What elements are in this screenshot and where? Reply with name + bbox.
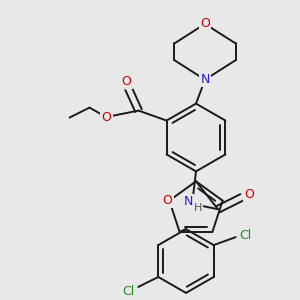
Text: H: H <box>194 203 202 213</box>
Text: O: O <box>244 188 254 201</box>
Text: N: N <box>200 73 210 86</box>
Text: N: N <box>183 195 193 208</box>
Text: O: O <box>200 17 210 30</box>
Text: Cl: Cl <box>122 285 134 298</box>
Text: O: O <box>102 111 112 124</box>
Text: O: O <box>162 194 172 207</box>
Text: Cl: Cl <box>240 229 252 242</box>
Text: O: O <box>122 75 131 88</box>
